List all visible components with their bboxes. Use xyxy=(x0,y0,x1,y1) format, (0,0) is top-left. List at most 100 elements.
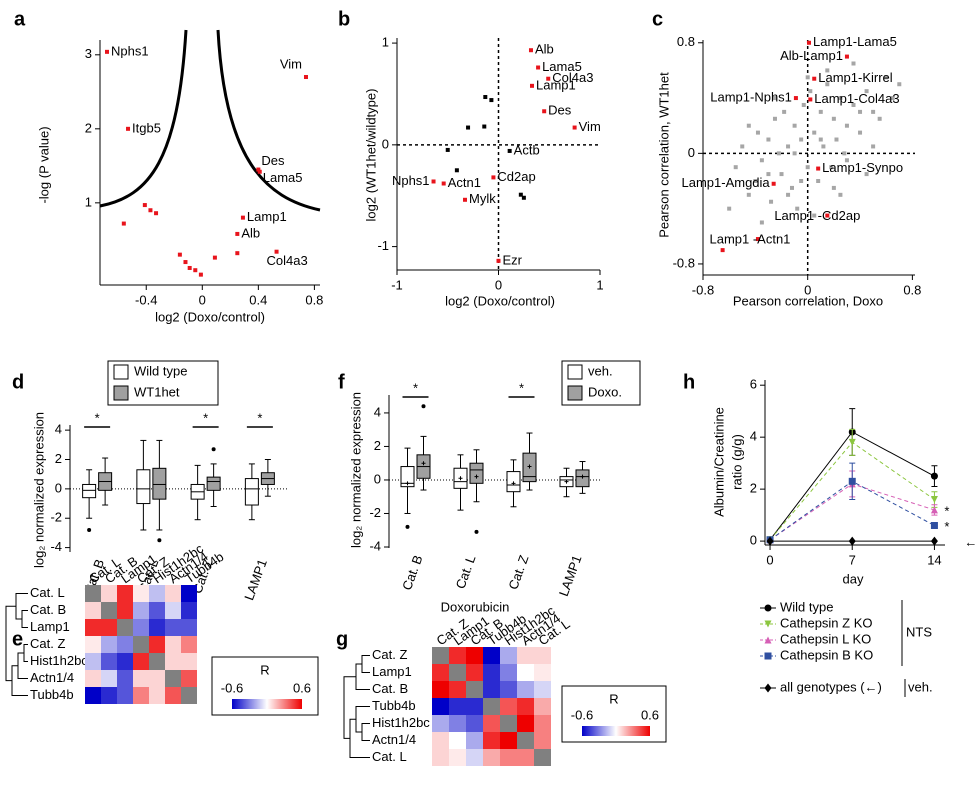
heatmap-cell xyxy=(117,653,133,670)
heatmap-cell xyxy=(85,687,101,704)
point xyxy=(755,130,760,135)
row-label: Tubb4b xyxy=(372,698,416,713)
point xyxy=(257,169,262,174)
point xyxy=(507,148,512,153)
marker xyxy=(930,506,938,514)
x-tick-label: -0.4 xyxy=(135,292,157,307)
point xyxy=(766,137,771,142)
heatmap-cell xyxy=(432,715,449,732)
outlier xyxy=(474,529,479,534)
point xyxy=(518,192,523,197)
heatmap-cell xyxy=(483,732,500,749)
heatmap-cell xyxy=(149,619,165,636)
heatmap-cell xyxy=(449,715,466,732)
point xyxy=(808,97,813,102)
marker xyxy=(764,652,772,660)
heatmap-cell xyxy=(181,636,197,653)
point-label: Vim xyxy=(280,56,302,71)
point xyxy=(801,102,806,107)
x-tick-label: 7 xyxy=(849,552,856,567)
point-label: Lamp1 -Cd2ap xyxy=(774,208,860,223)
marker xyxy=(764,636,772,644)
threshold-curve xyxy=(99,29,321,212)
point xyxy=(829,165,834,170)
x-tick-label: Cat. Z xyxy=(505,553,531,591)
dendrogram xyxy=(5,605,16,682)
point xyxy=(871,144,876,149)
point xyxy=(177,252,182,257)
point xyxy=(148,208,153,213)
heatmap-cell xyxy=(149,687,165,704)
y-tick-label: -4 xyxy=(369,538,381,553)
point xyxy=(779,172,784,177)
point-label: Lama5 xyxy=(263,170,303,185)
box xyxy=(400,466,415,488)
y-axis-title: ratio (g/g) xyxy=(729,434,744,490)
panel-letter: g xyxy=(336,628,348,650)
heatmap-cell xyxy=(483,647,500,664)
point xyxy=(844,123,849,128)
point xyxy=(154,211,159,216)
row-label: Actn1/4 xyxy=(372,732,416,747)
marker xyxy=(848,477,856,485)
point xyxy=(842,151,847,156)
legend-swatch xyxy=(567,385,583,401)
point xyxy=(759,220,764,225)
heatmap-cell xyxy=(466,749,483,766)
point-label: Cd2ap xyxy=(497,169,535,184)
point xyxy=(890,96,895,101)
x-tick-label: -0.8 xyxy=(692,282,714,297)
y-tick-label: 4 xyxy=(750,429,757,444)
point-label: Nphs1 xyxy=(392,173,430,188)
point xyxy=(812,213,817,218)
heatmap-cell xyxy=(500,715,517,732)
point xyxy=(235,251,240,256)
y-axis-title: log2 (WT1het/wildtype) xyxy=(363,89,378,222)
point xyxy=(825,213,830,218)
marker xyxy=(930,472,938,480)
marker xyxy=(764,604,772,612)
row-label: Lamp1 xyxy=(30,619,70,634)
heatmap-cell xyxy=(500,698,517,715)
point-label: Lama5 xyxy=(542,59,582,74)
heatmap-cell xyxy=(85,619,101,636)
y-tick-label: 0 xyxy=(688,145,695,160)
point xyxy=(441,181,446,186)
point xyxy=(759,158,764,163)
point xyxy=(303,75,308,80)
point xyxy=(142,203,147,208)
point xyxy=(746,192,751,197)
x-axis-title: log2 (Doxo/control) xyxy=(445,293,555,308)
dendrogram xyxy=(361,655,370,673)
point xyxy=(799,179,804,183)
heatmap-cell xyxy=(517,681,534,698)
y-axis-title: log₂ normalized expression xyxy=(348,392,363,548)
heatmap-cell xyxy=(149,653,165,670)
legend-label: all genotypes (←) xyxy=(780,679,882,694)
legend-label: veh. xyxy=(588,363,613,378)
heatmap-cell xyxy=(149,602,165,619)
heatmap-cell xyxy=(466,664,483,681)
point-label: Lamp1 -Actn1 xyxy=(709,231,790,246)
point xyxy=(792,123,797,128)
heatmap-cell xyxy=(432,681,449,698)
y-tick-label: -2 xyxy=(50,510,62,525)
heatmap-cell xyxy=(500,647,517,664)
point xyxy=(851,61,856,66)
x-axis-title: Pearson correlation, Doxo xyxy=(733,293,883,308)
y-tick-label: 0 xyxy=(750,533,757,548)
y-axis-title: log₂ normalized expression xyxy=(31,412,46,568)
mean-marker xyxy=(527,464,532,469)
point xyxy=(805,75,810,80)
heatmap-cell xyxy=(432,664,449,681)
point xyxy=(766,172,771,177)
point xyxy=(818,137,823,142)
heatmap-cell xyxy=(500,732,517,749)
point xyxy=(838,96,843,101)
heatmap-cell xyxy=(534,681,551,698)
point xyxy=(235,231,240,236)
marker xyxy=(848,438,856,446)
point xyxy=(755,237,760,242)
point xyxy=(884,75,889,80)
marker xyxy=(930,536,938,546)
